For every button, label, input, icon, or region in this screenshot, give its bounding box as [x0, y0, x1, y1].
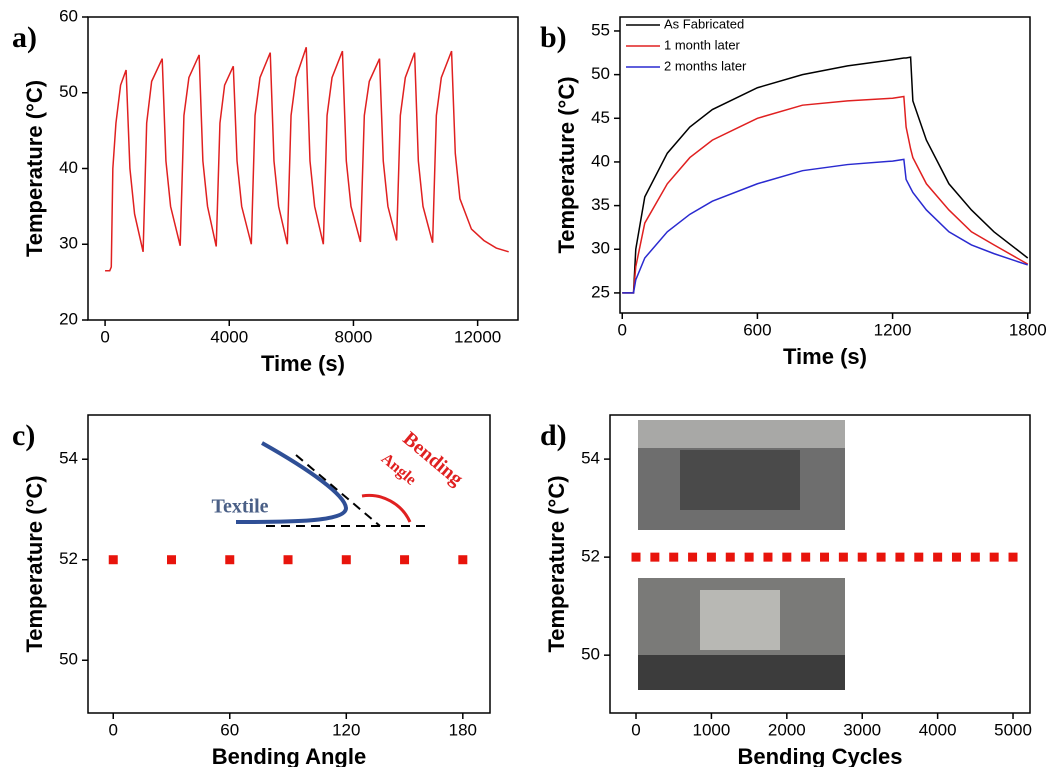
y-axis-label: Temperature (°C)	[554, 76, 579, 253]
y-axis-label: Temperature (°C)	[544, 475, 569, 652]
x-tick-label: 0	[631, 720, 640, 739]
data-point	[970, 552, 980, 562]
textile-curve	[235, 441, 349, 524]
inset-drawing	[235, 441, 428, 527]
y-tick-label: 60	[59, 6, 78, 25]
data-line	[622, 56, 1029, 294]
x-axis-label: Bending Angle	[212, 744, 366, 767]
y-tick-label: 54	[59, 449, 78, 468]
y-tick-label: 52	[59, 549, 78, 568]
data-line	[105, 47, 509, 272]
x-tick-label: 12000	[454, 327, 501, 346]
data-point	[857, 552, 867, 562]
x-tick-label: 1000	[693, 720, 731, 739]
annotation: Textile	[211, 496, 268, 518]
x-tick-label: 1800	[1009, 320, 1047, 339]
x-tick-label: 60	[220, 720, 239, 739]
data-point	[225, 555, 235, 565]
plot-frame	[619, 16, 1031, 314]
legend-label: 1 month later	[664, 37, 741, 52]
x-tick-label: 3000	[843, 720, 881, 739]
legend-label: As Fabricated	[664, 16, 744, 31]
data-point	[167, 555, 177, 565]
y-axis-label: Temperature (°C)	[22, 475, 47, 652]
y-tick-label: 35	[591, 195, 610, 214]
data-point	[283, 555, 293, 565]
x-tick-label: 4000	[210, 327, 248, 346]
data-point	[1008, 552, 1018, 562]
dashed-line	[295, 454, 381, 527]
data-point	[782, 552, 792, 562]
y-tick-label: 30	[591, 239, 610, 258]
y-tick-label: 52	[581, 547, 600, 566]
x-tick-label: 0	[100, 327, 109, 346]
data-point	[933, 552, 943, 562]
data-point	[914, 552, 924, 562]
data-point	[951, 552, 961, 562]
photo-detail	[638, 655, 845, 690]
y-tick-label: 50	[59, 82, 78, 101]
x-tick-label: 0	[109, 720, 118, 739]
data-point	[744, 552, 754, 562]
data-point	[838, 552, 848, 562]
y-tick-label: 40	[59, 158, 78, 177]
data-point	[725, 552, 735, 562]
y-tick-label: 25	[591, 282, 610, 301]
panel-label: b)	[540, 21, 567, 54]
data-point	[820, 552, 830, 562]
data-point	[763, 552, 773, 562]
x-axis-label: Time (s)	[261, 351, 345, 376]
y-tick-label: 40	[591, 151, 610, 170]
data-line	[622, 158, 1028, 294]
data-point	[688, 552, 698, 562]
y-tick-label: 20	[59, 309, 78, 328]
legend-label: 2 months later	[664, 58, 747, 73]
y-tick-label: 30	[59, 234, 78, 253]
data-point	[400, 555, 410, 565]
y-tick-label: 45	[591, 108, 610, 127]
data-point	[631, 552, 641, 562]
data-point	[108, 555, 118, 565]
y-tick-label: 50	[591, 64, 610, 83]
x-tick-label: 180	[449, 720, 477, 739]
data-point	[706, 552, 716, 562]
x-tick-label: 120	[332, 720, 360, 739]
photos	[638, 420, 845, 690]
y-axis-label: Temperature (°C)	[22, 80, 47, 257]
y-tick-label: 50	[59, 650, 78, 669]
x-axis-label: Bending Cycles	[737, 744, 902, 767]
x-tick-label: 8000	[335, 327, 373, 346]
panel-label: d)	[540, 419, 567, 452]
x-axis-label: Time (s)	[783, 344, 867, 369]
data-point	[801, 552, 811, 562]
x-tick-label: 5000	[994, 720, 1032, 739]
data-point	[341, 555, 351, 565]
angle-arc	[361, 493, 412, 523]
x-tick-label: 2000	[768, 720, 806, 739]
data-point	[876, 552, 886, 562]
data-point	[458, 555, 468, 565]
plot-frame	[87, 414, 491, 714]
photo-detail	[638, 420, 845, 448]
photo-detail	[680, 450, 800, 510]
x-tick-label: 1200	[874, 320, 912, 339]
panel-label: a)	[12, 21, 37, 54]
data-point	[989, 552, 999, 562]
panel-label: c)	[12, 419, 35, 452]
data-point	[895, 552, 905, 562]
data-point	[650, 552, 660, 562]
y-tick-label: 55	[591, 20, 610, 39]
plot-frame	[609, 414, 1031, 714]
data-line	[622, 95, 1029, 294]
y-tick-label: 54	[581, 449, 600, 468]
photo-detail	[700, 590, 780, 650]
x-tick-label: 600	[743, 320, 771, 339]
y-tick-label: 50	[581, 645, 600, 664]
x-tick-label: 0	[618, 320, 627, 339]
plot-frame	[87, 16, 519, 321]
data-point	[669, 552, 679, 562]
x-tick-label: 4000	[919, 720, 957, 739]
